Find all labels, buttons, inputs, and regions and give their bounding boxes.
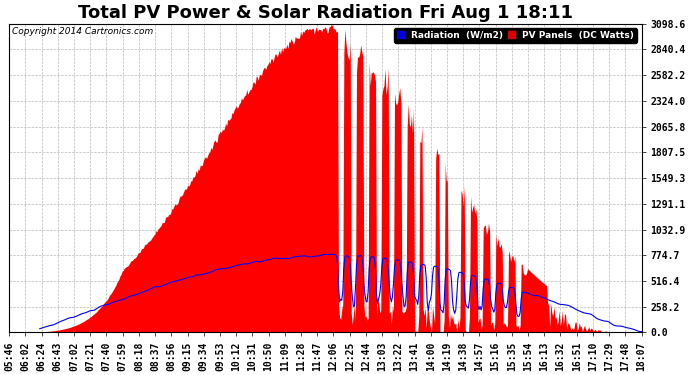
Legend: Radiation  (W/m2), PV Panels  (DC Watts): Radiation (W/m2), PV Panels (DC Watts) <box>395 28 637 43</box>
Text: Copyright 2014 Cartronics.com: Copyright 2014 Cartronics.com <box>12 27 154 36</box>
Title: Total PV Power & Solar Radiation Fri Aug 1 18:11: Total PV Power & Solar Radiation Fri Aug… <box>78 4 573 22</box>
